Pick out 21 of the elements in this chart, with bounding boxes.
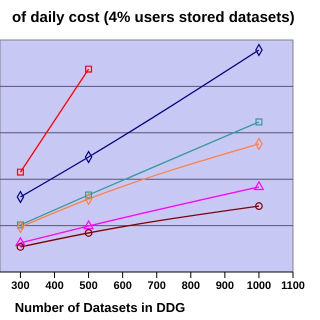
x-tick-label: 1000	[246, 280, 272, 292]
point	[16, 168, 24, 176]
chart-title: of daily cost (4% users stored datasets)	[12, 9, 295, 26]
point	[15, 237, 26, 246]
x-axis-title: Number of Datasets in DDG	[14, 300, 186, 315]
point	[85, 66, 92, 73]
x-tick-label: 1100	[281, 280, 305, 292]
point	[255, 202, 263, 210]
x-tick-label: 800	[182, 280, 200, 292]
x-tick-label: 900	[216, 280, 234, 292]
point	[254, 181, 264, 190]
point	[16, 243, 24, 251]
x-tick-label: 600	[113, 280, 132, 292]
x-tick-label: 500	[79, 280, 98, 292]
x-tick-label: 300	[11, 280, 30, 292]
x-tick-label: 700	[148, 280, 166, 292]
point	[255, 118, 262, 126]
point	[84, 229, 92, 237]
point	[84, 220, 94, 230]
point	[85, 191, 92, 198]
x-tick-label: 400	[45, 280, 64, 292]
